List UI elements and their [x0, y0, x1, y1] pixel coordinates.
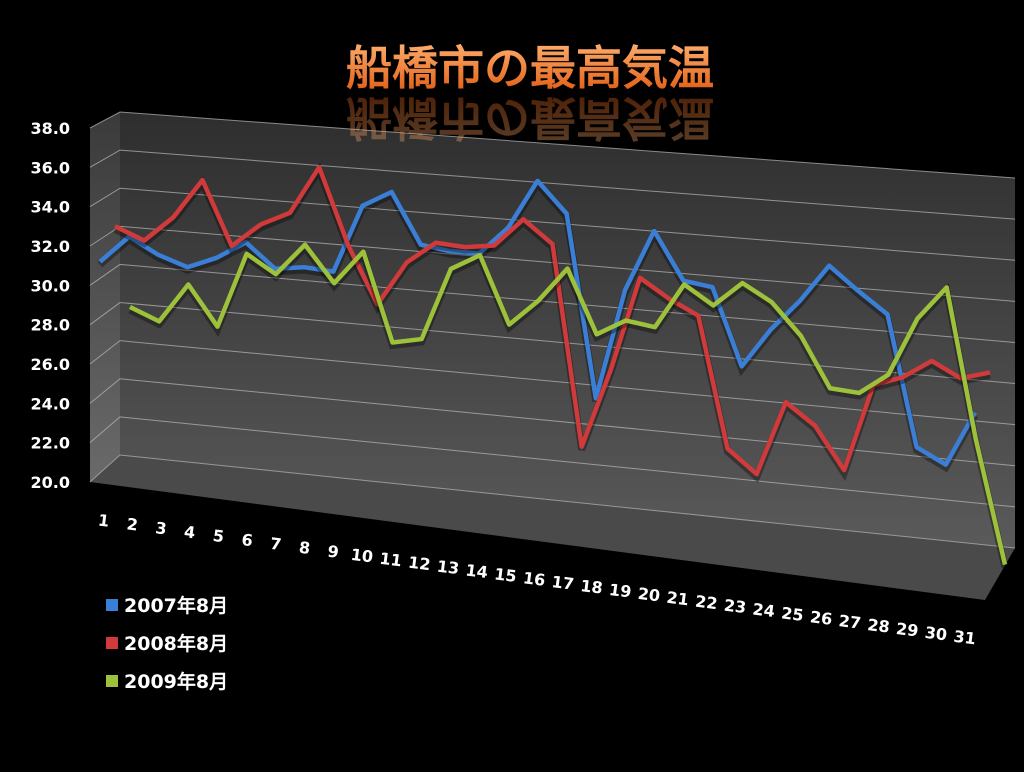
y-tick-label: 22.0 — [31, 434, 70, 453]
grid-line — [89, 187, 1016, 261]
legend-label: 2009年8月 — [124, 670, 228, 693]
x-tick-label: 7 — [269, 534, 282, 554]
x-tick-label: 12 — [407, 553, 431, 575]
chart-title: 船橋市の最高気温 — [346, 41, 714, 95]
x-tick-label: 29 — [895, 619, 919, 641]
grid-line — [89, 378, 1016, 467]
x-tick-label: 31 — [952, 627, 976, 649]
y-tick-label: 20.0 — [31, 473, 70, 492]
x-tick-label: 13 — [436, 557, 460, 579]
grid-line — [89, 263, 1016, 343]
floor — [90, 455, 1015, 600]
grid-line — [89, 149, 1016, 220]
y-tick-label: 32.0 — [31, 237, 70, 256]
legend-label: 2008年8月 — [124, 632, 228, 655]
legend-label: 2007年8月 — [124, 594, 228, 617]
x-tick-label: 18 — [579, 576, 603, 598]
series-line — [114, 164, 991, 477]
y-tick-label: 30.0 — [31, 276, 70, 295]
x-tick-label: 8 — [298, 538, 311, 558]
series-line — [129, 242, 1008, 566]
x-tick-label: 24 — [752, 599, 776, 621]
x-tick-label: 28 — [866, 615, 890, 637]
legend-swatch — [106, 599, 118, 611]
x-tick-label: 2 — [126, 514, 139, 534]
x-tick-label: 27 — [838, 611, 862, 633]
x-tick-label: 23 — [723, 596, 747, 618]
y-tick-label: 26.0 — [31, 355, 70, 374]
grid-line — [89, 454, 1016, 549]
x-tick-label: 30 — [924, 623, 948, 645]
y-tick-label: 36.0 — [31, 158, 70, 177]
x-tick-label: 14 — [465, 560, 489, 582]
x-tick-label: 3 — [154, 518, 167, 538]
x-tick-label: 16 — [522, 568, 546, 590]
x-tick-label: 4 — [183, 522, 196, 542]
x-tick-label: 1 — [97, 510, 110, 530]
x-tick-label: 10 — [350, 545, 374, 567]
x-tick-label: 11 — [378, 549, 402, 571]
x-tick-label: 25 — [780, 603, 804, 625]
grid-line — [89, 416, 1016, 508]
x-tick-label: 6 — [240, 530, 253, 550]
x-tick-label: 19 — [608, 580, 632, 602]
grid-line — [89, 111, 1016, 179]
x-tick-label: 15 — [493, 564, 517, 586]
x-tick-label: 5 — [212, 526, 225, 546]
y-tick-label: 38.0 — [31, 119, 70, 138]
x-tick-label: 26 — [809, 607, 833, 629]
x-tick-label: 17 — [551, 572, 575, 594]
legend-swatch — [106, 675, 118, 687]
x-tick-label: 22 — [694, 592, 718, 614]
series-line — [98, 178, 977, 467]
x-tick-label: 9 — [327, 542, 340, 562]
y-tick-label: 34.0 — [31, 198, 70, 217]
grid-line — [89, 302, 1016, 385]
legend-swatch — [106, 637, 118, 649]
x-tick-label: 21 — [665, 588, 689, 610]
side-wall — [90, 112, 120, 482]
y-tick-label: 24.0 — [31, 394, 70, 413]
y-tick-label: 28.0 — [31, 316, 70, 335]
title-reflection: 船橋市の最高気温 — [346, 91, 714, 145]
x-tick-label: 20 — [637, 584, 661, 606]
